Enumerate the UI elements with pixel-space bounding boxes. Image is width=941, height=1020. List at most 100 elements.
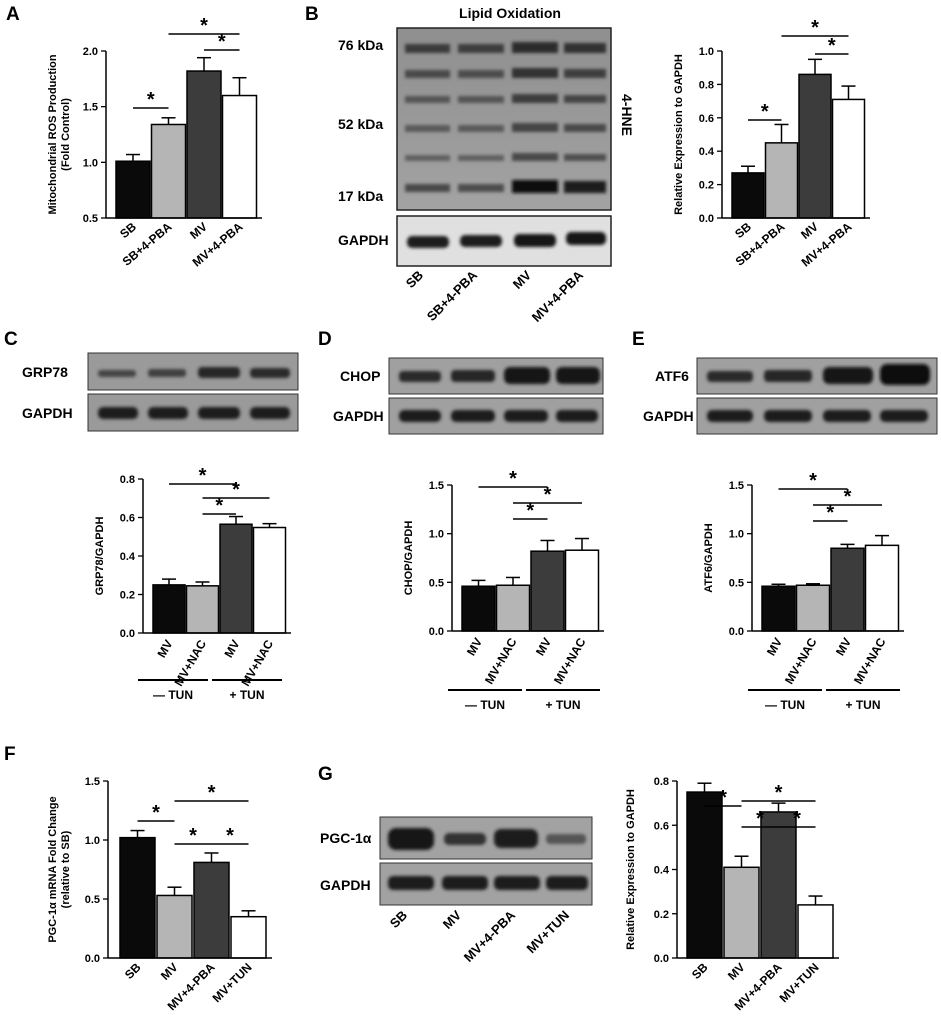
group-minus-tun-e: — TUN [765, 698, 805, 712]
chart-f-bar-4 [230, 915, 267, 959]
chart-f-tick-label-1: 0.0 [85, 953, 100, 965]
chart-d-category-3: MV [533, 636, 554, 659]
chart-a-bar-2 [150, 123, 187, 219]
chart-g-bar-4 [797, 904, 834, 959]
chart-d-tick-label-2: 0.5 [429, 577, 444, 589]
chart-c-bar-2 [185, 585, 220, 634]
chart-a-bar-1 [115, 160, 151, 219]
chart-e-category-1: MV [764, 636, 785, 659]
chart-c-bar-3 [219, 523, 253, 634]
kda-52: 52 kDa [338, 116, 383, 132]
group-minus-tun-c: — TUN [153, 688, 193, 702]
chart-d-tick-label-3: 1.0 [429, 529, 444, 541]
blot-e: ATF6 GAPDH [643, 357, 938, 435]
chart-b-tick-label-3: 0.4 [699, 146, 715, 158]
chart-g: SB MVMV+4-PBAMV+TUN0.00.20.40.60.8Relativ… [625, 776, 839, 1013]
blot-e-protein-label: ATF6 [655, 368, 689, 384]
chart-g-bar-2 [723, 866, 760, 959]
chart-c-tick-label-2: 0.2 [120, 590, 135, 602]
chart-a-bar-4 [221, 94, 258, 219]
chart-f-bar-3 [193, 861, 230, 959]
chart-d-category-4: MV+NAC [551, 635, 589, 686]
chart-f-sig-star-1: * [152, 802, 160, 824]
group-plus-tun-c: + TUN [229, 688, 264, 702]
tun-groups-c: — TUN + TUN [138, 679, 282, 702]
chart-g-tick-label-2: 0.2 [654, 909, 669, 921]
chart-e-sig-star-2: * [844, 486, 852, 508]
chart-e-y-label: ATF6/GAPDH [703, 523, 715, 593]
tun-groups-d: — TUN + TUN [448, 689, 600, 712]
chart-g-category-1: SB [689, 960, 711, 982]
chart-f-tick-label-2: 0.5 [85, 894, 100, 906]
blot-b-lane-4: MV+4-PBA [529, 267, 587, 325]
chart-e-category-3: MV [833, 636, 854, 659]
panel-label-c: C [4, 329, 18, 350]
chart-d-sig-star-1: * [509, 468, 517, 490]
chart-f-category-2: MV [158, 960, 181, 983]
blot-b-marker-label: 4-HNE [619, 94, 635, 136]
blot-d-protein-label: CHOP [340, 368, 380, 384]
kda-17: 17 kDa [338, 188, 383, 204]
group-plus-tun-e: + TUN [845, 698, 880, 712]
chart-d-sig-star-2: * [544, 484, 552, 506]
chart-f-category-4: MV+TUN [210, 960, 255, 1005]
chart-d-bar-1 [461, 585, 496, 632]
chart-c-tick-label-4: 0.6 [120, 513, 135, 525]
blot-c: GRP78 GAPDH [22, 352, 299, 432]
chart-c-sig-star-1: * [199, 465, 207, 487]
chart-c-sig-star-3: * [215, 495, 223, 517]
blot-e-loading-label: GAPDH [643, 408, 694, 424]
chart-a-category-1: SB [117, 219, 139, 241]
chart-f-bar-1 [119, 836, 156, 959]
chart-d-tick-label-4: 1.5 [429, 480, 444, 492]
chart-g-y-label: Relative Expression to GAPDH [625, 789, 637, 950]
chart-a-tick-label-4: 2.0 [83, 46, 98, 58]
chart-a-category-3: MV [187, 220, 210, 242]
chart-b-tick-label-6: 1.0 [699, 46, 714, 58]
chart-d-tick-label-1: 0.0 [429, 626, 444, 638]
chart-c-tick-label-1: 0.0 [120, 628, 135, 640]
chart-g-category-2: MV [725, 960, 748, 983]
chart-f-y-label: PGC-1α mRNA Fold Change(relative to SB) [47, 796, 72, 942]
chart-b-sig-star-1: * [761, 101, 769, 123]
blot-b-lane-1: SB [403, 268, 426, 291]
blot-g-protein-label: PGC-1α [320, 830, 372, 846]
blot-g: PGC-1α GAPDH SB MV MV+4-PBA MV+TUN [320, 816, 593, 965]
chart-e-bar-4 [864, 544, 900, 632]
chart-e-category-4: MV+NAC [851, 635, 889, 686]
chart-e-category-2: MV+NAC [782, 635, 820, 686]
blot-g-loading-label: GAPDH [320, 877, 371, 893]
blot-c-loading-label: GAPDH [22, 405, 73, 421]
chart-f-sig-star-3: * [189, 825, 197, 847]
chart-d-bar-2 [495, 584, 531, 632]
chart-b-category-3: MV [798, 220, 821, 242]
chart-c-category-3: MV [221, 638, 242, 661]
chart-e-tick-label-4: 1.5 [729, 480, 744, 492]
chart-f-tick-label-4: 1.5 [85, 776, 100, 788]
chart-g-tick-label-5: 0.8 [654, 776, 669, 788]
chart-b-bar-1 [731, 172, 765, 219]
chart-f-bar-2 [156, 894, 193, 959]
chart-d-bar-4 [564, 549, 600, 632]
chart-e-bar-2 [795, 584, 831, 632]
panel-label-g: G [318, 764, 333, 785]
chart-c-category-1: MV [154, 638, 175, 661]
chart-a-sig-star-3: * [218, 31, 226, 53]
blot-g-lane-3: MV+4-PBA [461, 907, 519, 965]
chart-e-sig-star-3: * [826, 502, 834, 524]
chart-g-bar-3 [760, 811, 797, 959]
panel-label-d: D [318, 329, 332, 350]
chart-g-sig-star-4: * [793, 808, 801, 830]
kda-76: 76 kDa [338, 37, 383, 53]
panel-label-f: F [4, 744, 16, 765]
chart-a-tick-label-3: 1.5 [83, 102, 98, 114]
chart-f-sig-star-2: * [208, 782, 216, 804]
chart-e-tick-label-3: 1.0 [729, 529, 744, 541]
chart-a-sig-star-1: * [147, 89, 155, 111]
chart-g-sig-star-2: * [775, 782, 783, 804]
